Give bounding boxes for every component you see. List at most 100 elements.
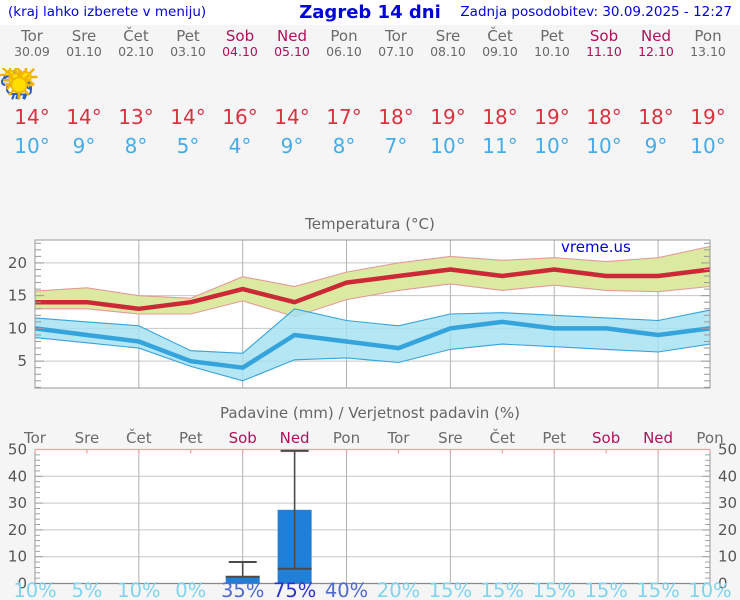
weather-icon-sunny — [4, 68, 214, 102]
forecast-day-column[interactable]: Pon 06.10 17° 8° — [1, 27, 370, 158]
forecast-day-column[interactable]: Sre 01.10 14° 9° — [1, 27, 110, 158]
precipitation-probability: 15% — [481, 579, 524, 600]
day-name: Pet — [540, 27, 564, 45]
max-temp: 18° — [586, 105, 622, 129]
chart-day-label: Ned — [643, 429, 673, 447]
max-temp: 17° — [326, 105, 362, 129]
chart-day-label: Sre — [438, 429, 463, 447]
forecast-day-column[interactable]: Pet 03.10 14° 5° — [4, 27, 214, 158]
max-temp: 13° — [118, 105, 154, 129]
svg-text:0: 0 — [17, 575, 27, 593]
forecast-day-column[interactable]: Ned 05.10 14° 9° — [0, 28, 318, 158]
svg-text:30: 30 — [8, 494, 27, 512]
forecast-day-column[interactable]: Sre 08.10 19° 10° — [4, 28, 474, 158]
chart-day-label: Pon — [696, 429, 723, 447]
precipitation-probability: 10% — [688, 579, 731, 600]
min-temp: 9° — [644, 134, 668, 158]
min-temp: 10° — [534, 134, 570, 158]
precipitation-chart-svg: Tor Sre Čet Pet Sob Ned Pon Tor Sre Čet Pet Sob Ned P… — [8, 428, 737, 600]
day-name: Ned — [641, 27, 671, 45]
day-name: Čet — [487, 27, 513, 45]
forecast-day-column[interactable]: Pet 10.10 19° 10° — [4, 27, 578, 158]
max-temp: 19° — [534, 105, 570, 129]
day-name: Čet — [123, 27, 149, 45]
max-temp: 14° — [14, 105, 50, 129]
min-temp: 5° — [176, 134, 200, 158]
chart-day-label: Tor — [386, 429, 410, 447]
weather-icon-sunny — [4, 68, 526, 102]
precipitation-probability: 15% — [429, 579, 472, 600]
day-name: Pon — [330, 27, 358, 45]
chart-day-label: Sob — [592, 429, 620, 447]
day-date: 10.10 — [534, 44, 570, 59]
forecast-day-column[interactable]: Sob 04.10 16° 4° — [4, 28, 266, 158]
location-menu-hint: (kraj lahko izberete v meniju) — [8, 4, 207, 20]
max-temp: 14° — [170, 105, 206, 129]
min-temp: 8° — [332, 134, 356, 158]
chart-day-label: Tor — [23, 429, 47, 447]
min-temp: 9° — [280, 134, 304, 158]
forecast-day-column[interactable]: Tor 07.10 18° 7° — [2, 28, 422, 158]
precipitation-probability: 15% — [533, 579, 576, 600]
min-temp: 7° — [384, 134, 408, 158]
page-title: Zagreb 14 dni — [299, 2, 441, 23]
precipitation-probability: 40% — [325, 579, 368, 600]
precipitation-probability: 10% — [13, 579, 56, 600]
precipitation-probability: 0% — [175, 579, 206, 600]
svg-text:20: 20 — [8, 254, 27, 272]
forecast-day-column[interactable]: Čet 09.10 18° 11° — [4, 27, 526, 158]
min-temp: 9° — [72, 134, 96, 158]
svg-text:40: 40 — [8, 467, 27, 485]
weather-icon-sunny — [4, 68, 630, 102]
forecast-strip: Tor 30.09 14° 10° Sre 01.10 14° 9° Čet 02.10 13° 8°… — [0, 28, 740, 158]
chart-day-label: Pet — [179, 429, 203, 447]
day-name: Pet — [176, 27, 200, 45]
min-temp: 11° — [482, 134, 518, 158]
chart-day-label: Pon — [333, 429, 360, 447]
precipitation-bar — [225, 576, 260, 584]
chart-day-label: Ned — [280, 429, 310, 447]
svg-text:40: 40 — [718, 467, 737, 485]
weather-icon-partly — [1, 68, 110, 102]
weather-icon-sunny — [4, 68, 682, 102]
day-name: Sob — [589, 27, 619, 45]
day-date: 05.10 — [274, 44, 310, 59]
svg-text:10: 10 — [718, 548, 737, 566]
temperature-chart-title: Temperatura (°C) — [305, 215, 435, 233]
svg-text:10: 10 — [8, 548, 27, 566]
day-date: 30.09 — [14, 44, 50, 59]
min-temp: 10° — [430, 134, 466, 158]
weather-icon-sun-rain — [0, 68, 318, 102]
svg-text:30: 30 — [718, 494, 737, 512]
max-temp: 19° — [430, 105, 466, 129]
forecast-day-column[interactable]: Sob 11.10 18° 10° — [4, 27, 630, 158]
svg-text:50: 50 — [718, 441, 737, 459]
svg-text:0: 0 — [718, 575, 728, 593]
max-temp: 18° — [482, 105, 518, 129]
precipitation-probability: 5% — [71, 579, 102, 600]
day-date: 01.10 — [66, 44, 102, 59]
forecast-day-column[interactable]: Pon 13.10 19° 10° — [4, 28, 734, 158]
chart-day-label: Sob — [229, 429, 257, 447]
day-date: 04.10 — [222, 44, 258, 59]
precipitation-probability: 15% — [584, 579, 627, 600]
min-temp: 8° — [124, 134, 148, 158]
day-name: Sre — [71, 27, 97, 45]
day-date: 03.10 — [170, 44, 206, 59]
day-date: 08.10 — [430, 44, 466, 59]
last-update-text: Zadnja posodobitev: 30.09.2025 - 12:27 — [460, 4, 732, 20]
precipitation-probability: 75% — [273, 579, 316, 600]
forecast-day-column[interactable]: Ned 12.10 18° 9° — [4, 27, 682, 158]
forecast-day-column[interactable]: Čet 02.10 13° 8° — [1, 27, 162, 158]
watermark-link[interactable]: vreme.us — [561, 238, 631, 256]
precipitation-probability: 35% — [221, 579, 264, 600]
day-date: 09.10 — [482, 44, 518, 59]
chart-day-label: Čet — [126, 428, 152, 447]
max-temp: 14° — [274, 105, 310, 129]
weather-icon-rain — [4, 68, 266, 102]
min-temp: 10° — [586, 134, 622, 158]
max-temp: 19° — [690, 105, 726, 129]
precipitation-probability: 10% — [117, 579, 160, 600]
day-name: Tor — [21, 27, 43, 45]
